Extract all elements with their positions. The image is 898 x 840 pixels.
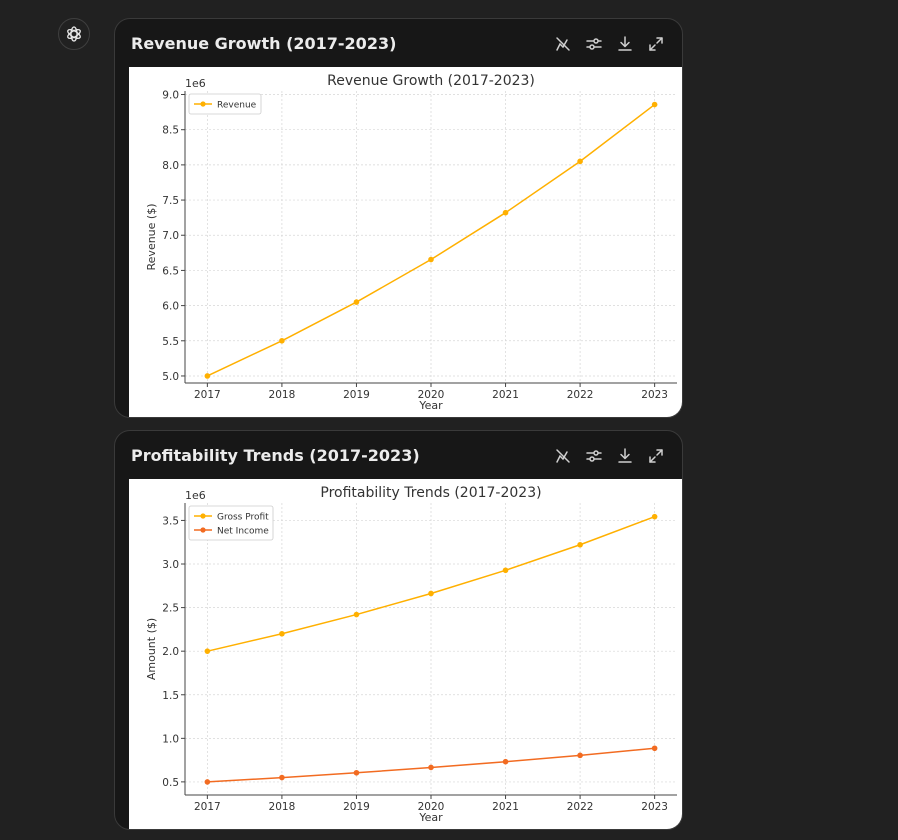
- chart-plot-area: Profitability Trends (2017-2023) 1e6 2017 2…: [129, 479, 682, 829]
- switch-to-interactive-icon: [555, 448, 570, 463]
- y-tick-label: 3.0: [162, 559, 179, 571]
- data-point: [577, 752, 583, 759]
- chart-title: Profitability Trends (2017-2023): [320, 485, 541, 501]
- y-tick-label: 2.0: [162, 646, 179, 658]
- x-tick-label: 2022: [567, 801, 594, 813]
- x-tick-label: 2023: [641, 389, 668, 401]
- y-tick-label: 7.5: [162, 195, 179, 207]
- data-point: [651, 745, 658, 752]
- customize-chart-icon: [585, 449, 602, 462]
- x-tick-label: 2021: [492, 801, 519, 813]
- legend-marker: [200, 527, 206, 533]
- x-tick-label: 2017: [194, 389, 221, 401]
- data-point: [502, 758, 509, 765]
- y-tick-label: 7.0: [162, 230, 179, 242]
- data-point: [651, 513, 658, 520]
- data-point: [204, 648, 211, 654]
- legend-marker: [200, 101, 206, 107]
- y-tick-label: 0.5: [162, 777, 179, 789]
- x-tick-label: 2017: [194, 801, 221, 813]
- y-tick-label: 5.0: [162, 371, 179, 383]
- x-tick-label: 2018: [269, 801, 296, 813]
- y-axis-label: Amount ($): [145, 618, 158, 680]
- x-tick-label: 2020: [418, 801, 445, 813]
- y-tick-label: 6.0: [162, 301, 179, 313]
- data-point: [204, 373, 211, 379]
- chart-plot-area: Revenue Growth (2017-2023) 1e6 2017 2018 201…: [129, 67, 682, 417]
- download-button[interactable]: [614, 33, 635, 54]
- card-title: Revenue Growth (2017-2023): [131, 34, 397, 53]
- data-point: [428, 590, 434, 597]
- data-point: [502, 567, 509, 574]
- legend-label: Revenue: [217, 101, 257, 111]
- data-point: [428, 764, 434, 771]
- chatgpt-logo-icon: [67, 26, 81, 42]
- switch-to-interactive-button[interactable]: [552, 33, 573, 54]
- data-point: [577, 541, 583, 548]
- customize-chart-button[interactable]: [583, 445, 604, 466]
- data-point: [279, 774, 285, 781]
- download-icon: [617, 447, 632, 463]
- legend-label: Net Income: [217, 527, 269, 537]
- expand-button[interactable]: [645, 33, 666, 54]
- data-point: [353, 769, 360, 776]
- legend-marker: [200, 513, 206, 519]
- x-tick-label: 2018: [269, 389, 296, 401]
- y-tick-label: 6.5: [162, 265, 179, 277]
- legend-box: [188, 505, 274, 541]
- download-icon: [617, 35, 632, 51]
- data-point: [279, 630, 285, 637]
- chart-card-revenue: Revenue Growth (2017-2023) Revenue Gr: [114, 18, 683, 418]
- download-button[interactable]: [614, 445, 635, 466]
- y-offset-label: 1e6: [185, 77, 206, 90]
- data-point: [279, 337, 285, 344]
- line-chart-revenue: Revenue Growth (2017-2023) 1e6 2017 2018 201…: [145, 73, 677, 412]
- switch-to-interactive-button[interactable]: [552, 445, 573, 466]
- data-point: [577, 158, 583, 165]
- y-tick-label: 8.5: [162, 125, 179, 137]
- y-tick-label: 1.0: [162, 733, 179, 745]
- y-axis-label: Revenue ($): [145, 204, 158, 271]
- x-axis-label: Year: [418, 811, 443, 824]
- data-point: [353, 611, 360, 618]
- expand-icon: [648, 36, 663, 51]
- legend-box: [188, 93, 262, 115]
- data-point: [502, 209, 509, 216]
- y-offset-label: 1e6: [185, 489, 206, 502]
- x-tick-label: 2019: [343, 801, 370, 813]
- y-tick-label: 9.0: [162, 90, 179, 102]
- expand-icon: [648, 448, 663, 463]
- expand-button[interactable]: [645, 445, 666, 466]
- y-tick-label: 1.5: [162, 690, 179, 702]
- y-tick-label: 5.5: [162, 336, 179, 348]
- chart-card-profitability: Profitability Trends (2017-2023) Prof: [114, 430, 683, 830]
- y-tick-label: 2.5: [162, 603, 179, 615]
- line-chart-profitability: Profitability Trends (2017-2023) 1e6 2017 2…: [145, 485, 677, 824]
- chart-toolbar: [552, 445, 666, 466]
- assistant-avatar: [58, 18, 90, 50]
- x-tick-label: 2021: [492, 389, 519, 401]
- y-tick-label: 8.0: [162, 160, 179, 172]
- customize-chart-icon: [585, 37, 602, 50]
- chart-toolbar: [552, 33, 666, 54]
- data-point: [204, 779, 211, 785]
- data-point: [651, 101, 658, 108]
- y-tick-label: 3.5: [162, 515, 179, 527]
- legend-label: Gross Profit: [217, 513, 269, 523]
- x-axis-label: Year: [418, 399, 443, 412]
- data-point: [353, 299, 360, 305]
- switch-to-interactive-icon: [555, 36, 570, 51]
- x-tick-label: 2022: [567, 389, 594, 401]
- customize-chart-button[interactable]: [583, 33, 604, 54]
- x-tick-label: 2019: [343, 389, 370, 401]
- x-tick-label: 2023: [641, 801, 668, 813]
- chart-title: Revenue Growth (2017-2023): [327, 73, 535, 89]
- x-tick-label: 2020: [418, 389, 445, 401]
- card-title: Profitability Trends (2017-2023): [131, 446, 420, 465]
- data-point: [428, 256, 434, 263]
